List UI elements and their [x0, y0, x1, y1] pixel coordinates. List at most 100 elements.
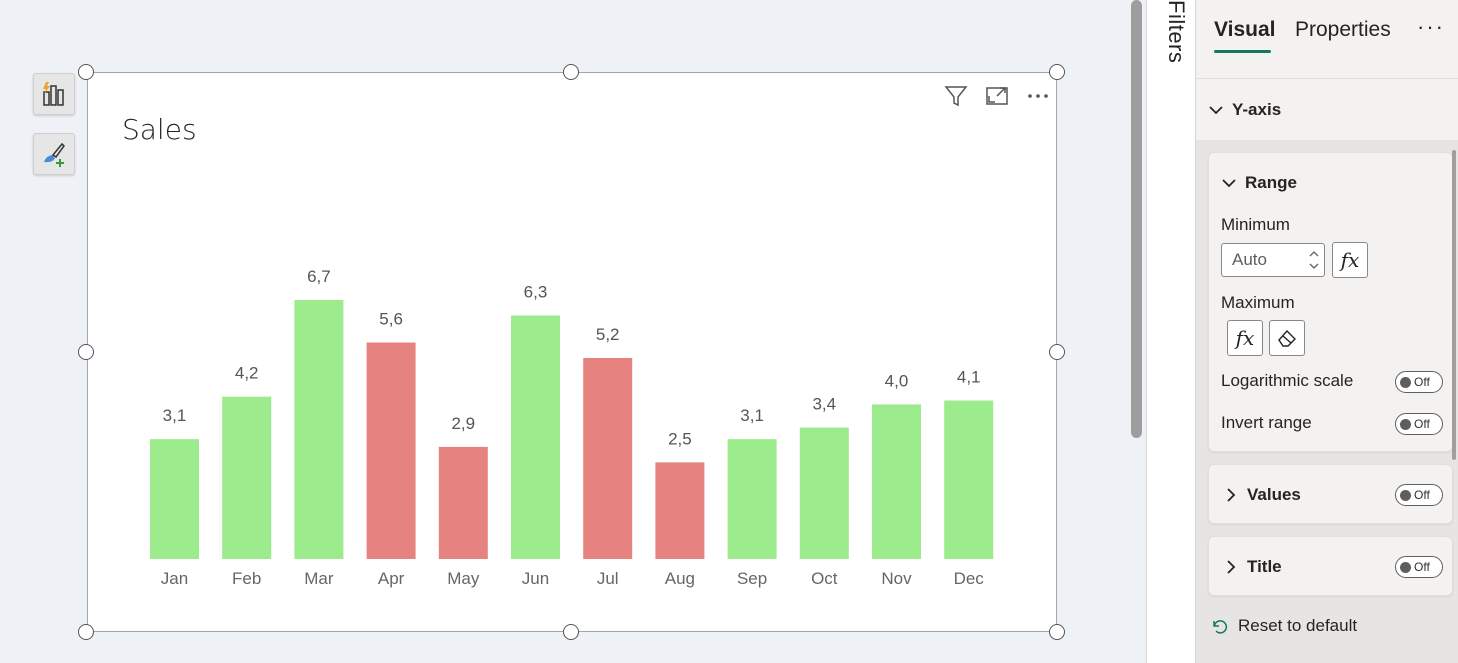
title-card[interactable]: Title Off: [1208, 536, 1453, 596]
bar-nov[interactable]: [872, 404, 921, 559]
x-tick-jun: Jun: [522, 569, 549, 588]
x-tick-apr: Apr: [378, 569, 405, 588]
undo-icon: [1213, 620, 1228, 634]
resize-handle-right[interactable]: [1049, 344, 1065, 360]
x-tick-feb: Feb: [232, 569, 261, 588]
eraser-icon: [1278, 329, 1296, 347]
values-header[interactable]: Values: [1223, 485, 1301, 505]
bar-chart-visual[interactable]: Sales 3,1 Jan 4,2 Feb 6,7 Mar 5,6 Apr 2,9 May 6,3 J…: [87, 72, 1057, 632]
log-scale-toggle[interactable]: Off: [1395, 371, 1443, 393]
data-label-mar: 6,7: [307, 267, 331, 286]
values-toggle[interactable]: Off: [1395, 484, 1443, 506]
toggle-state: Off: [1414, 375, 1430, 389]
bar-sep[interactable]: [727, 439, 777, 559]
pane-scrollbar-thumb[interactable]: [1452, 150, 1456, 460]
filters-pane-collapsed[interactable]: Filters: [1146, 0, 1196, 663]
x-tick-sep: Sep: [737, 569, 767, 588]
chevron-right-icon: [1227, 488, 1236, 502]
format-visual-button[interactable]: [33, 133, 75, 175]
toggle-knob: [1400, 376, 1411, 388]
toggle-knob: [1400, 489, 1411, 501]
pane-more-options[interactable]: ···: [1417, 14, 1445, 39]
resize-handle-bottom-right[interactable]: [1049, 624, 1065, 640]
data-label-aug: 2,5: [668, 429, 692, 448]
fx-icon: fx: [1235, 326, 1255, 350]
values-card[interactable]: Values Off: [1208, 464, 1453, 524]
x-tick-jan: Jan: [161, 569, 188, 588]
resize-handle-bottom-left[interactable]: [78, 624, 94, 640]
y-axis-section-header[interactable]: Y-axis: [1208, 100, 1281, 120]
report-canvas: Sales 3,1 Jan 4,2 Feb 6,7 Mar 5,6 Apr 2,9 May 6,3 J…: [33, 64, 1065, 640]
data-label-jan: 3,1: [163, 406, 187, 425]
range-card: Range Minimum Auto fx Maximum fx Logarit…: [1208, 152, 1453, 452]
data-label-nov: 4,0: [885, 371, 909, 390]
chart-title: Sales: [122, 113, 197, 146]
toggle-knob: [1400, 418, 1411, 430]
bar-apr[interactable]: [366, 342, 416, 559]
resize-handle-bottom[interactable]: [563, 624, 579, 640]
chevron-down-icon: [1209, 106, 1223, 115]
bar-aug[interactable]: [655, 462, 705, 559]
bar-jul[interactable]: [583, 357, 633, 559]
values-label: Values: [1247, 485, 1301, 504]
tab-visual[interactable]: Visual: [1214, 18, 1276, 41]
minimum-fx-button[interactable]: fx: [1332, 242, 1368, 278]
resize-handle-left[interactable]: [78, 344, 94, 360]
data-label-feb: 4,2: [235, 364, 259, 383]
bar-mar[interactable]: [294, 300, 344, 559]
resize-handle-top-left[interactable]: [78, 64, 94, 80]
title-toggle[interactable]: Off: [1395, 556, 1443, 578]
minimum-value: Auto: [1232, 250, 1267, 269]
resize-handle-top-right[interactable]: [1049, 64, 1065, 80]
chevron-down-icon: [1222, 179, 1236, 188]
data-label-apr: 5,6: [379, 310, 403, 329]
title-label: Title: [1247, 557, 1282, 576]
title-header[interactable]: Title: [1223, 557, 1282, 577]
filters-label[interactable]: Filters: [1164, 0, 1189, 64]
invert-range-label: Invert range: [1221, 413, 1312, 432]
bar-feb[interactable]: [222, 396, 272, 559]
bar-jun[interactable]: [511, 315, 560, 559]
resize-handle-top[interactable]: [563, 64, 579, 80]
format-pane: Visual Properties ··· Y-axis Range Minim…: [1196, 0, 1458, 663]
x-tick-dec: Dec: [954, 569, 985, 588]
x-tick-aug: Aug: [665, 569, 695, 588]
focus-mode-icon[interactable]: [984, 83, 1010, 109]
more-options-icon[interactable]: [1025, 83, 1051, 109]
build-visual-icon: [43, 82, 64, 106]
build-visual-button[interactable]: [33, 73, 75, 115]
clear-maximum-button[interactable]: [1269, 320, 1305, 356]
x-tick-may: May: [447, 569, 480, 588]
maximum-label: Maximum: [1221, 293, 1295, 312]
invert-range-toggle[interactable]: Off: [1395, 413, 1443, 435]
chevron-right-icon: [1227, 560, 1236, 574]
pane-divider: [1196, 78, 1458, 79]
reset-label: Reset to default: [1238, 616, 1358, 635]
x-tick-nov: Nov: [881, 569, 912, 588]
tab-properties[interactable]: Properties: [1295, 18, 1391, 41]
bar-may[interactable]: [438, 446, 488, 559]
data-label-sep: 3,1: [740, 406, 764, 425]
bar-dec[interactable]: [944, 400, 994, 559]
data-label-jul: 5,2: [596, 325, 620, 344]
active-tab-indicator: [1214, 50, 1271, 53]
filter-icon[interactable]: [943, 83, 969, 109]
range-header[interactable]: Range: [1221, 173, 1297, 193]
range-label: Range: [1245, 173, 1297, 192]
maximum-fx-button[interactable]: fx: [1227, 320, 1263, 356]
canvas-scrollbar-thumb[interactable]: [1131, 0, 1142, 438]
x-tick-mar: Mar: [304, 569, 334, 588]
fx-icon: fx: [1340, 248, 1360, 272]
bar-oct[interactable]: [799, 427, 849, 559]
data-label-dec: 4,1: [957, 368, 981, 387]
minimum-input[interactable]: Auto: [1221, 243, 1325, 277]
reset-to-default-button[interactable]: Reset to default: [1210, 616, 1357, 636]
toggle-state: Off: [1414, 417, 1430, 431]
x-tick-jul: Jul: [597, 569, 619, 588]
data-label-jun: 6,3: [524, 282, 548, 301]
spinner-icon[interactable]: [1308, 247, 1320, 273]
toggle-knob: [1400, 561, 1411, 573]
x-tick-oct: Oct: [811, 569, 838, 588]
bar-jan[interactable]: [150, 439, 199, 559]
data-label-oct: 3,4: [812, 395, 836, 414]
